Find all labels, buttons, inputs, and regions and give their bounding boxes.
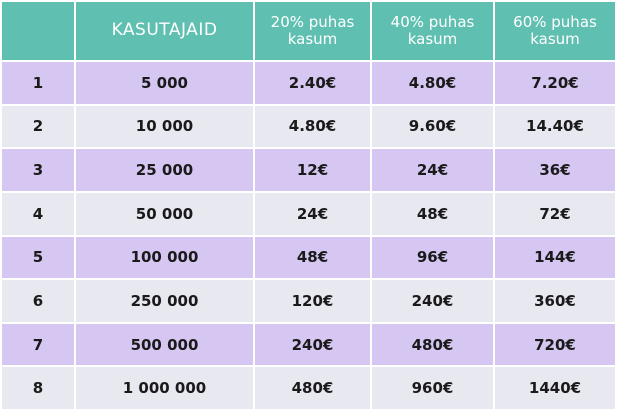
row-index: 2	[2, 105, 74, 148]
profit-20-cell: 240€	[255, 323, 370, 366]
header-profit-60-line1: 60% puhas	[513, 12, 597, 31]
row-index: 5	[2, 236, 74, 279]
profit-40-cell: 4.80€	[372, 62, 493, 104]
users-cell: 50 000	[76, 192, 253, 235]
row-index: 8	[2, 367, 74, 409]
table-row: 1 5 000 2.40€ 4.80€ 7.20€	[2, 62, 615, 104]
table-row: 5 100 000 48€ 96€ 144€	[2, 236, 615, 279]
profit-60-cell: 720€	[495, 323, 615, 366]
profit-40-cell: 24€	[372, 149, 493, 191]
header-users: KASUTAJAID	[76, 2, 253, 60]
profit-60-cell: 14.40€	[495, 105, 615, 148]
profit-60-cell: 1440€	[495, 367, 615, 409]
table-row: 3 25 000 12€ 24€ 36€	[2, 149, 615, 191]
profit-60-cell: 360€	[495, 280, 615, 322]
header-profit-60: 60% puhas kasum	[495, 2, 615, 60]
table-row: 2 10 000 4.80€ 9.60€ 14.40€	[2, 105, 615, 148]
header-profit-20: 20% puhas kasum	[255, 2, 370, 60]
header-profit-20-line1: 20% puhas	[270, 12, 355, 31]
users-cell: 5 000	[76, 62, 253, 104]
profit-60-cell: 144€	[495, 236, 615, 279]
profit-60-cell: 36€	[495, 149, 615, 191]
users-cell: 500 000	[76, 323, 253, 366]
profit-40-cell: 480€	[372, 323, 493, 366]
table-header-row: KASUTAJAID 20% puhas kasum 40% puhas kas…	[2, 2, 615, 60]
profit-40-cell: 9.60€	[372, 105, 493, 148]
row-index: 3	[2, 149, 74, 191]
row-index: 6	[2, 280, 74, 322]
profit-40-cell: 96€	[372, 236, 493, 279]
header-profit-60-line2: kasum	[530, 30, 580, 48]
users-cell: 250 000	[76, 280, 253, 322]
users-cell: 100 000	[76, 236, 253, 279]
header-profit-40: 40% puhas kasum	[372, 2, 493, 60]
row-index: 4	[2, 192, 74, 235]
profit-40-cell: 240€	[372, 280, 493, 322]
header-profit-40-line2: kasum	[407, 30, 458, 48]
table-row: 4 50 000 24€ 48€ 72€	[2, 192, 615, 235]
profit-20-cell: 48€	[255, 236, 370, 279]
profit-40-cell: 48€	[372, 192, 493, 235]
users-cell: 25 000	[76, 149, 253, 191]
header-blank-cell	[2, 2, 74, 60]
table-row: 8 1 000 000 480€ 960€ 1440€	[2, 367, 615, 409]
table-row: 6 250 000 120€ 240€ 360€	[2, 280, 615, 322]
row-index: 7	[2, 323, 74, 366]
table-row: 7 500 000 240€ 480€ 720€	[2, 323, 615, 366]
profit-20-cell: 12€	[255, 149, 370, 191]
users-cell: 1 000 000	[76, 367, 253, 409]
users-cell: 10 000	[76, 105, 253, 148]
profit-20-cell: 4.80€	[255, 105, 370, 148]
profit-20-cell: 2.40€	[255, 62, 370, 104]
profit-60-cell: 72€	[495, 192, 615, 235]
header-profit-20-line2: kasum	[287, 30, 338, 48]
profit-20-cell: 24€	[255, 192, 370, 235]
profit-40-cell: 960€	[372, 367, 493, 409]
row-index: 1	[2, 62, 74, 104]
profit-20-cell: 480€	[255, 367, 370, 409]
profit-60-cell: 7.20€	[495, 62, 615, 104]
profit-20-cell: 120€	[255, 280, 370, 322]
header-profit-40-line1: 40% puhas	[390, 12, 475, 31]
